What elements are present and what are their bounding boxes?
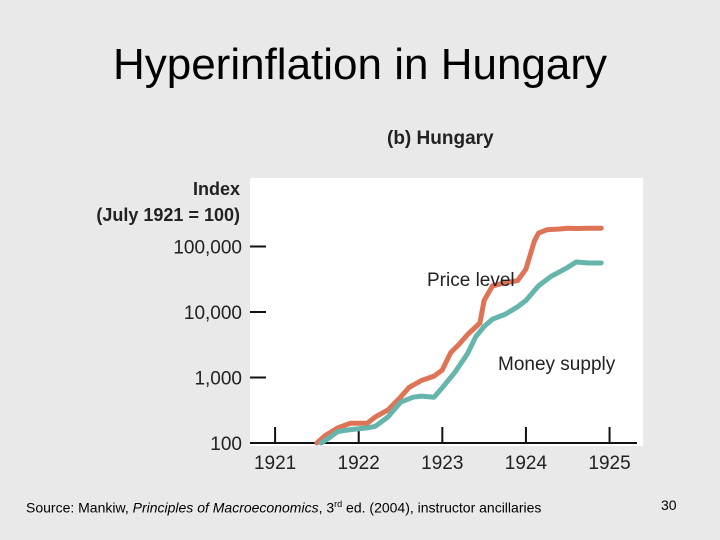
y-axis-label-line2: (July 1921 = 100)	[96, 205, 240, 225]
annotation-money-supply: Money supply	[498, 354, 616, 375]
y-tick-label: 100,000	[173, 238, 242, 259]
y-tick-label: 100	[210, 434, 242, 455]
x-axis-ticks: 1921 1922 1923 1924 1925	[254, 427, 631, 474]
x-tick-label: 1924	[505, 453, 548, 474]
chart-annotations: Price level Money supply	[427, 270, 616, 375]
series-lines	[314, 225, 604, 446]
chart-panel-label: (b) Hungary	[387, 128, 494, 149]
source-book-title: Principles of Macroeconomics	[132, 499, 319, 516]
y-tick-label: 1,000	[194, 369, 242, 390]
x-tick-label: 1925	[588, 453, 630, 474]
x-tick-label: 1922	[338, 453, 380, 474]
y-axis-label: Index (July 1921 = 100)	[96, 176, 240, 228]
source-edition-suffix: rd	[334, 499, 343, 509]
source-citation: Source: Mankiw, Principles of Macroecono…	[26, 499, 541, 516]
series-line-price-level	[314, 225, 604, 446]
y-axis-ticks: 100 1,000 10,000 100,000	[173, 238, 266, 455]
y-axis-label-line1: Index	[192, 179, 240, 199]
x-tick-label: 1921	[254, 453, 296, 474]
series-line-money-supply	[318, 259, 604, 446]
plot-area	[250, 178, 643, 446]
source-edition-number: , 3	[318, 499, 335, 516]
x-tick-label: 1923	[421, 453, 463, 474]
source-prefix: Source: Mankiw,	[26, 499, 133, 516]
y-tick-label: 10,000	[184, 303, 242, 324]
source-suffix: ed. (2004), instructor ancillaries	[342, 499, 542, 516]
page-number: 30	[661, 497, 677, 513]
slide-title: Hyperinflation in Hungary	[112, 40, 608, 89]
annotation-price-level: Price level	[427, 270, 515, 291]
